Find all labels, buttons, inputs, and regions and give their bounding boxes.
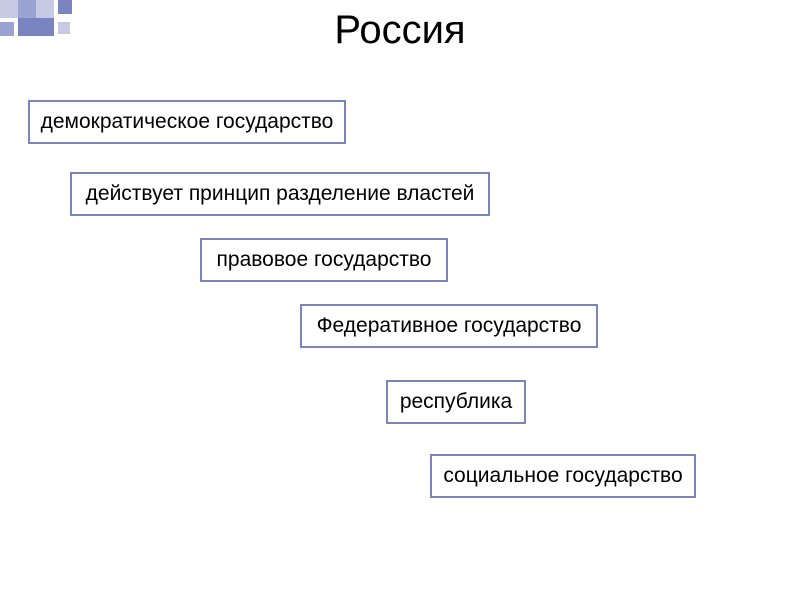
statement-box: действует принцип разделение властей xyxy=(70,172,490,216)
statement-box: демократическое государство xyxy=(28,100,346,144)
page-title: Россия xyxy=(0,8,800,53)
statement-box: республика xyxy=(386,380,526,424)
statement-box: правовое государство xyxy=(200,238,448,282)
statement-box: социальное государство xyxy=(430,454,696,498)
statement-box: Федеративное государство xyxy=(300,304,598,348)
